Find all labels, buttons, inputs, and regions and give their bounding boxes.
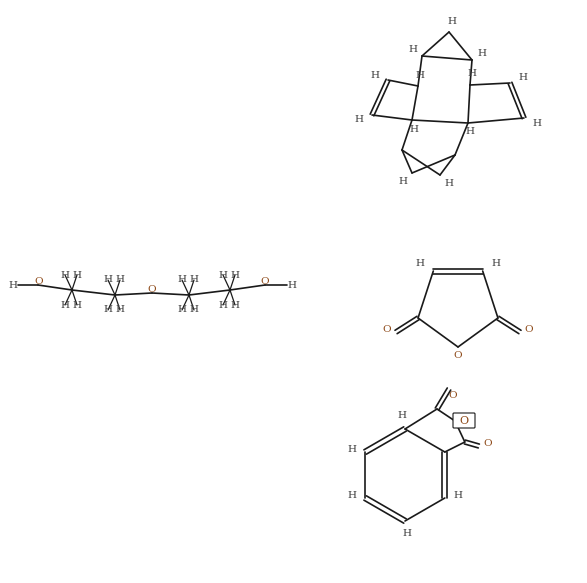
Text: H: H <box>465 128 474 136</box>
Text: H: H <box>60 271 69 279</box>
Text: H: H <box>190 276 198 285</box>
Text: H: H <box>177 276 187 285</box>
Text: O: O <box>148 285 156 293</box>
Text: H: H <box>416 258 425 268</box>
Text: H: H <box>103 305 113 314</box>
Text: H: H <box>348 445 357 455</box>
Text: H: H <box>453 491 463 500</box>
Text: O: O <box>383 325 392 335</box>
Text: H: H <box>403 529 411 539</box>
Text: H: H <box>177 305 187 314</box>
Text: H: H <box>477 48 487 58</box>
Text: O: O <box>448 391 457 399</box>
Text: H: H <box>8 280 18 290</box>
Text: H: H <box>416 71 424 79</box>
Text: H: H <box>103 276 113 285</box>
Text: H: H <box>409 44 417 54</box>
Text: O: O <box>460 416 468 426</box>
Text: H: H <box>370 71 380 79</box>
FancyBboxPatch shape <box>453 413 475 428</box>
Text: H: H <box>231 300 239 310</box>
Text: O: O <box>454 352 463 360</box>
Text: H: H <box>532 118 541 128</box>
Text: H: H <box>467 69 477 79</box>
Text: O: O <box>484 440 492 448</box>
Text: O: O <box>525 325 533 335</box>
Text: O: O <box>35 276 43 286</box>
Text: H: H <box>491 258 500 268</box>
Text: H: H <box>444 180 454 188</box>
Text: H: H <box>447 16 457 26</box>
Text: H: H <box>231 271 239 279</box>
Text: O: O <box>261 276 269 286</box>
Text: H: H <box>73 300 82 310</box>
Text: H: H <box>288 280 296 290</box>
Text: H: H <box>218 271 228 279</box>
Text: H: H <box>73 271 82 279</box>
Text: H: H <box>190 305 198 314</box>
Text: H: H <box>355 115 363 125</box>
Text: H: H <box>399 177 407 187</box>
Text: H: H <box>116 305 124 314</box>
Text: H: H <box>410 125 419 134</box>
Text: H: H <box>348 491 357 500</box>
Text: H: H <box>60 300 69 310</box>
Text: H: H <box>397 412 407 420</box>
Text: H: H <box>518 73 528 83</box>
Text: H: H <box>218 300 228 310</box>
Text: H: H <box>116 276 124 285</box>
